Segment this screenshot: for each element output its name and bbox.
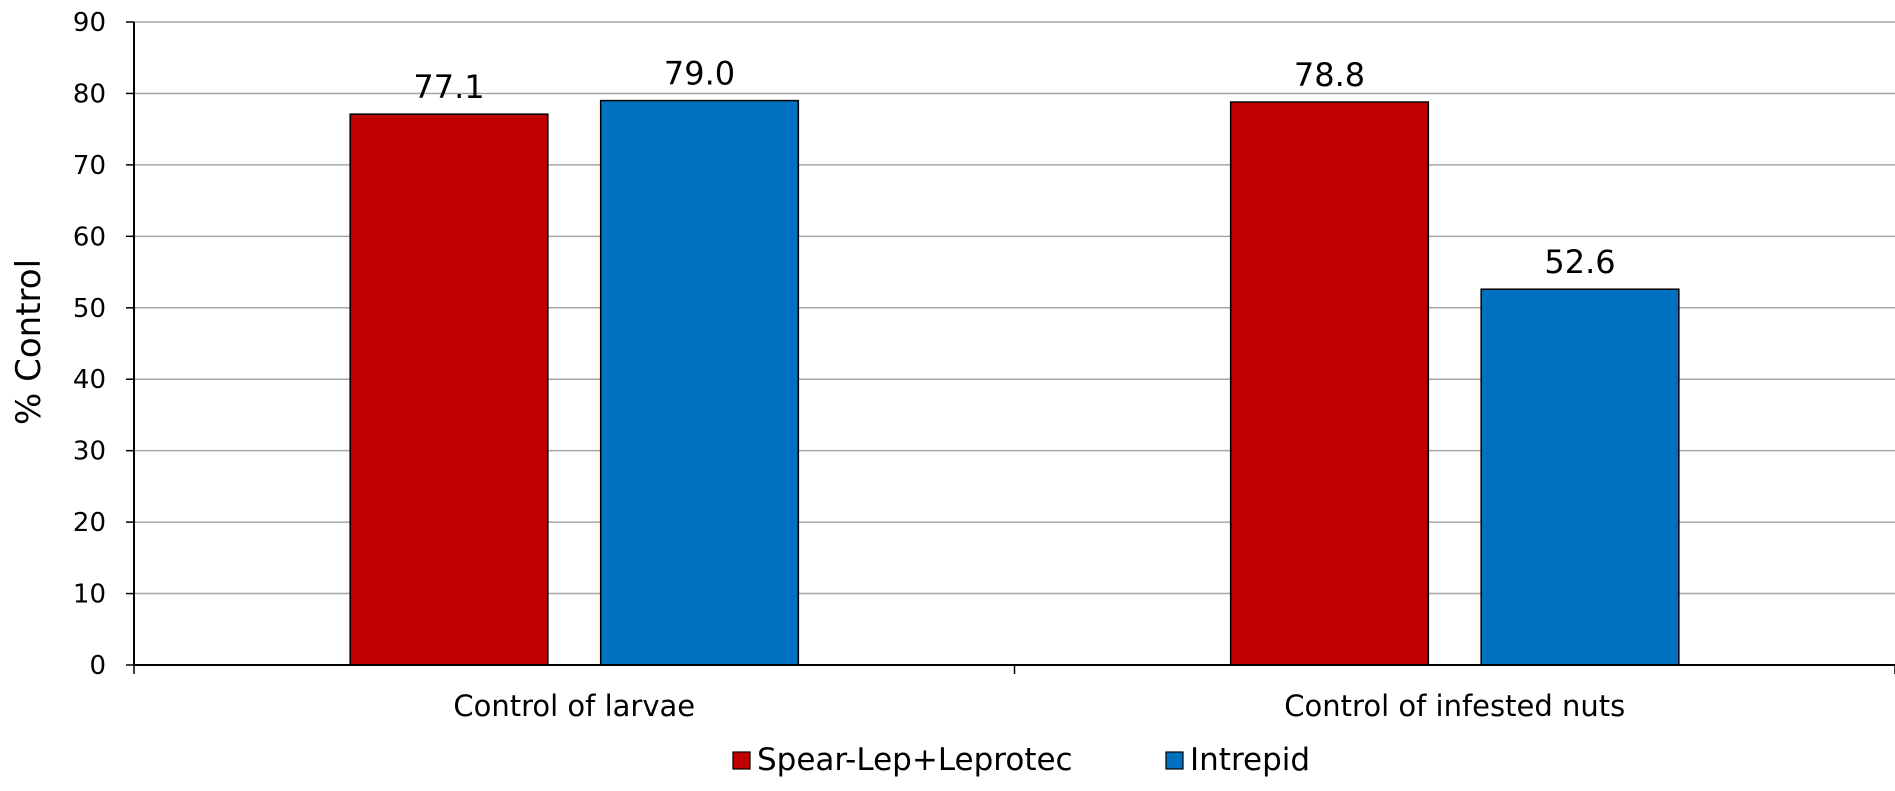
y-tick-label: 0 [89,651,106,681]
bar [599,99,800,666]
bar [1480,288,1680,666]
bar [1229,101,1430,666]
axes [126,21,1895,674]
legend-label: Intrepid [1190,742,1310,778]
y-tick-label: 30 [73,437,106,467]
x-category-label: Control of larvae [453,689,695,723]
y-tick-label: 10 [73,580,106,610]
y-tick-label: 80 [73,79,106,109]
bar [349,113,549,666]
data-label: 78.8 [1294,56,1365,94]
y-tick-label: 70 [73,151,106,181]
y-tick-label: 60 [73,222,106,252]
x-category-label: Control of infested nuts [1284,689,1625,723]
bars [349,99,1680,666]
y-tick-label: 40 [73,365,106,395]
data-label: 79.0 [664,55,735,93]
legend-swatch [1165,751,1184,770]
data-label: 52.6 [1544,243,1615,281]
y-tick-label: 50 [73,294,106,324]
data-label: 77.1 [413,68,484,106]
labels: 0 10 20 30 40 50 60 70 80 90 77.1 79.0 Control of la… [73,8,1625,723]
y-tick-label: 90 [73,8,106,38]
y-axis-title: % Control [9,259,49,425]
legend-swatch [732,751,751,770]
legend-label: Spear-Lep+Leprotec [757,742,1073,778]
legend: Spear-Lep+Leprotec Intrepid [732,742,1310,778]
y-tick-label: 20 [73,508,106,538]
